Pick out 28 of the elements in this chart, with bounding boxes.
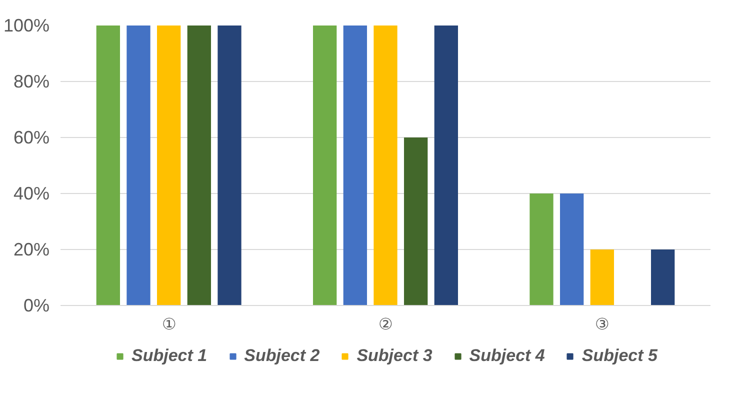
x-tick-label: ② xyxy=(378,316,392,334)
bar xyxy=(530,194,554,306)
y-tick-label: 80% xyxy=(13,72,50,92)
x-tick-label: ① xyxy=(162,316,176,334)
legend-label: Subject 2 xyxy=(244,346,320,366)
y-tick-label: 100% xyxy=(3,16,50,36)
y-tick-label: 20% xyxy=(13,240,50,260)
bar xyxy=(374,26,398,306)
bar xyxy=(157,26,181,306)
y-tick-label: 0% xyxy=(23,296,50,316)
bar xyxy=(560,194,584,306)
bar xyxy=(590,250,614,306)
bar xyxy=(343,26,367,306)
bar xyxy=(126,26,150,306)
legend-label: Subject 3 xyxy=(356,346,432,366)
y-tick-label: 40% xyxy=(13,184,50,204)
bar xyxy=(218,26,242,306)
legend-label: Subject 5 xyxy=(582,346,658,366)
bar xyxy=(434,26,458,306)
y-tick-label: 60% xyxy=(13,128,50,148)
bar xyxy=(187,26,211,306)
legend-label: Subject 1 xyxy=(132,346,208,366)
bar xyxy=(96,26,120,306)
bar xyxy=(313,26,337,306)
bar xyxy=(651,250,675,306)
legend-label: Subject 4 xyxy=(469,346,545,366)
bar xyxy=(404,138,428,306)
x-tick-label: ③ xyxy=(595,316,610,334)
